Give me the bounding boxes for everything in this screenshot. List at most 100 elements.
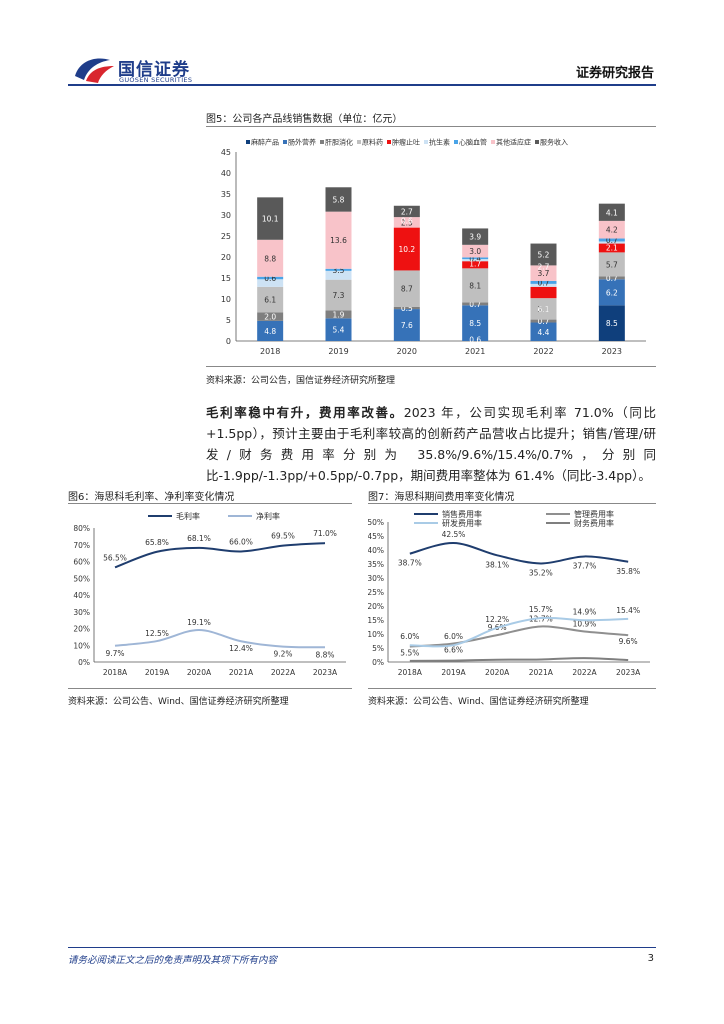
bar-data-label: 5.1 [538, 305, 550, 314]
x-tick-label: 2020A [485, 668, 510, 677]
y-tick-label: 5 [226, 316, 231, 325]
figure6-source: 资料来源：公司公告、Wind、国信证券经济研究所整理 [68, 697, 289, 707]
y-tick-label: 50% [368, 518, 384, 527]
bar-segment [530, 283, 557, 287]
bar-data-label: 10.2 [398, 245, 415, 254]
bar-data-label: 4.2 [606, 226, 618, 235]
figure6-line-chart: 0% 10% 20% 30% 40% 50% 60% 70% 80% 2018A 2019A 2020… [73, 511, 346, 677]
header-divider [68, 84, 656, 86]
legend-entry: 肝胆消化 [325, 138, 353, 147]
bar-segment [257, 312, 284, 321]
bar-segment [257, 320, 284, 341]
figure7-title: 图7：海思科期间费用率变化情况 [368, 492, 515, 503]
bar-data-label: 0.7 [538, 278, 550, 287]
legend-swatch [246, 140, 250, 144]
point-data-label: 65.8% [145, 538, 169, 547]
x-tick-label: 2023 [602, 347, 622, 356]
legend-entry: 服务收入 [540, 138, 568, 147]
legend-swatch [283, 140, 287, 144]
bar-data-label: 1.9 [333, 310, 345, 319]
y-tick-label: 30 [221, 211, 231, 220]
legend-swatch [387, 140, 391, 144]
bar-data-label: 7.6 [401, 321, 413, 330]
figure6-title-rule [68, 503, 352, 504]
bar-segment [598, 279, 625, 306]
x-tick-label: 2023A [313, 668, 338, 677]
y-tick-label: 80% [73, 524, 90, 533]
x-tick-label: 2022A [271, 668, 296, 677]
bar-segment [257, 239, 284, 277]
bar-segment [325, 211, 352, 269]
paragraph-bold-lead: 毛利率稳中有升，费用率改善。 [206, 405, 404, 420]
report-type: 证券研究报告 [575, 66, 654, 81]
point-data-label: 56.5% [103, 553, 127, 562]
y-tick-label: 20 [221, 253, 231, 262]
bar-segment [462, 228, 489, 245]
bar-data-label: 7.3 [333, 291, 345, 300]
bar-segment [598, 220, 625, 239]
legend-entry: 抗生素 [429, 138, 450, 147]
y-tick-label: 40% [368, 546, 384, 555]
y-tick-label: 35% [368, 560, 384, 569]
bar-segment [257, 276, 284, 280]
y-tick-label: 45% [368, 532, 384, 541]
bar-segment [462, 305, 489, 341]
bar-segment [530, 280, 557, 284]
bar-data-label: 0.7 [606, 236, 618, 245]
legend-entry: 销售费用率 [442, 509, 482, 519]
paragraph-text: 2023 年，公司实现毛利率 71.0%（同比+1.5pp），预计主要由于毛利率… [206, 405, 656, 483]
logo-mark-icon [75, 58, 114, 83]
bar-data-label: 5.7 [606, 260, 618, 269]
y-tick-label: 10% [368, 630, 384, 639]
point-data-label: 35.2% [529, 568, 553, 577]
y-tick-label: 15 [221, 274, 231, 283]
bar-data-label: 4.8 [264, 327, 276, 336]
bar-data-label: 3.9 [469, 233, 481, 242]
y-tick-label: 25 [221, 232, 231, 241]
bar-segment [325, 310, 352, 319]
bar-data-label: 2.7 [538, 263, 550, 272]
y-tick-label: 0% [372, 658, 384, 667]
y-tick-label: 0 [226, 337, 231, 346]
bar-data-label: 4.4 [538, 328, 550, 337]
y-tick-label: 30% [368, 574, 384, 583]
bar-segment [257, 286, 284, 313]
bar-data-label: 8.5 [606, 319, 618, 328]
bar-segment [598, 243, 625, 253]
legend-entry: 肿瘤止吐 [392, 138, 420, 147]
y-tick-label: 10 [221, 295, 231, 304]
x-tick-label: 2019A [145, 668, 170, 677]
legend-entry: 研发费用率 [442, 518, 482, 528]
bar-segment [530, 319, 557, 323]
point-data-label: 8.8% [315, 650, 334, 659]
bar-segment [598, 252, 625, 277]
figure6-title: 图6：海思科毛利率、净利率变化情况 [68, 492, 235, 503]
y-tick-label: 70% [73, 541, 90, 550]
bar-segment [598, 203, 625, 221]
y-tick-label: 40 [221, 169, 231, 178]
point-data-label: 19.1% [187, 618, 211, 627]
legend-swatch [491, 140, 495, 144]
footer-divider [68, 947, 656, 948]
bar-data-label: 13.6 [330, 236, 347, 245]
y-tick-label: 60% [73, 558, 90, 567]
figure7-bottom-rule [368, 688, 656, 689]
x-tick-label: 2019 [328, 347, 348, 356]
bar-segment [325, 268, 352, 271]
figure7-line-chart: 0% 5% 10% 15% 20% 25% 30% 35% 40% 45% 50% 2018A 2019… [368, 509, 650, 677]
bar-segment [598, 276, 625, 280]
series-line [114, 542, 326, 569]
bar-data-label: 3.5 [333, 266, 345, 275]
point-data-label: 38.1% [485, 560, 509, 569]
bar-data-label: 6.1 [538, 305, 550, 314]
point-data-label: 68.1% [187, 534, 211, 543]
series-line [409, 657, 629, 662]
bar-data-label: 2.1 [606, 243, 618, 252]
x-tick-label: 2021A [529, 668, 554, 677]
legend-entry: 肠外营养 [288, 138, 316, 147]
point-data-label: 14.9% [573, 607, 597, 616]
bar-segment [257, 279, 284, 287]
figure6-bottom-rule [68, 688, 352, 689]
bar-data-label: 6.2 [606, 288, 618, 297]
legend-entry: 其他适应症 [496, 138, 531, 147]
